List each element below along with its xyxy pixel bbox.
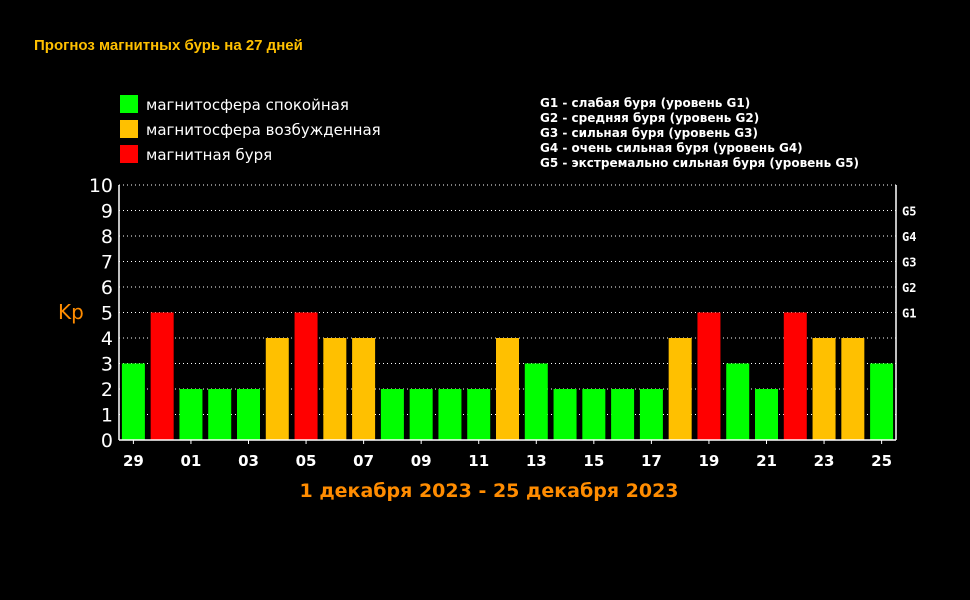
y-tick-labels: 0 1 2 3 4 5 6 7 8 9 10 [89, 175, 113, 452]
y-tick-label: 10 [89, 175, 113, 197]
bar-15 [582, 389, 606, 440]
bar-30 [150, 312, 174, 440]
x-tick-label: 03 [238, 452, 259, 470]
x-tick-label: 07 [353, 452, 374, 470]
y-tick-label: 4 [101, 328, 113, 350]
x-tick-label: 09 [411, 452, 432, 470]
bar-24 [841, 338, 865, 440]
bar-02 [208, 389, 232, 440]
bar-01 [179, 389, 203, 440]
y-tick-label: 2 [101, 379, 113, 401]
bar-11 [467, 389, 491, 440]
axes [118, 185, 897, 444]
bar-04 [265, 338, 289, 440]
bar-17 [639, 389, 663, 440]
bar-12 [496, 338, 519, 440]
legend-label-disturbed: магнитосфера возбужденная [146, 121, 381, 139]
bar-05 [294, 312, 318, 440]
x-tick-label: 11 [468, 452, 489, 470]
x-tick-label: 21 [756, 452, 777, 470]
storm-level-legend: G1 - слабая буря (уровень G1)G2 - средня… [540, 96, 859, 170]
legend-label-storm: магнитная буря [146, 146, 272, 164]
storm-level-5: G5 - экстремально сильная буря (уровень … [540, 156, 859, 170]
legend-label-quiet: магнитосфера спокойная [146, 96, 349, 114]
storm-level-4: G4 - очень сильная буря (уровень G4) [540, 141, 803, 155]
legend-swatch-storm [120, 145, 138, 163]
bar-19 [697, 312, 721, 440]
x-tick-label: 15 [583, 452, 604, 470]
y-tick-label: 3 [101, 354, 113, 376]
page-title: Прогноз магнитных бурь на 27 дней [34, 37, 303, 54]
g-tick-labels: G1 G2 G3 G4 G5 [902, 205, 916, 321]
x-tick-label: 29 [123, 452, 144, 470]
y-axis-label: Kp [58, 300, 84, 324]
y-tick-label: 7 [101, 252, 113, 274]
bar-03 [237, 389, 260, 440]
bar-29 [121, 363, 145, 440]
legend-swatch-quiet [120, 95, 138, 113]
y-tick-label: 6 [101, 277, 113, 299]
x-tick-label: 13 [526, 452, 547, 470]
x-tick-label: 05 [296, 452, 317, 470]
storm-level-1: G1 - слабая буря (уровень G1) [540, 96, 750, 110]
x-tick-labels: 29 01 03 05 07 09 11 13 15 17 19 21 23 25 [123, 452, 892, 470]
bar-07 [352, 338, 376, 440]
bars [121, 312, 894, 440]
legend: магнитосфера спокойная магнитосфера возбу… [120, 95, 381, 164]
x-tick-label: 17 [641, 452, 662, 470]
bar-21 [755, 389, 778, 440]
g-tick-label: G5 [902, 205, 916, 219]
storm-level-3: G3 - сильная буря (уровень G3) [540, 126, 758, 140]
y-tick-label: 1 [101, 405, 113, 427]
storm-level-2: G2 - средняя буря (уровень G2) [540, 111, 759, 125]
bar-20 [726, 363, 750, 440]
bar-06 [323, 338, 347, 440]
bar-13 [524, 363, 548, 440]
g-tick-label: G4 [902, 230, 916, 244]
bar-10 [438, 389, 462, 440]
bar-23 [812, 338, 836, 440]
g-tick-label: G1 [902, 307, 916, 321]
g-tick-label: G3 [902, 256, 916, 270]
x-tick-label: 25 [871, 452, 892, 470]
bar-16 [611, 389, 635, 440]
legend-swatch-disturbed [120, 120, 138, 138]
bar-18 [668, 338, 692, 440]
x-axis-label: 1 декабря 2023 - 25 декабря 2023 [299, 480, 678, 502]
y-tick-label: 0 [101, 430, 113, 452]
x-tick-label: 01 [181, 452, 202, 470]
y-tick-label: 9 [101, 201, 113, 223]
x-tick-label: 23 [814, 452, 835, 470]
bar-14 [553, 389, 577, 440]
bar-25 [870, 363, 894, 440]
y-tick-label: 5 [101, 303, 113, 325]
y-tick-label: 8 [101, 226, 113, 248]
x-tick-label: 19 [699, 452, 720, 470]
bar-09 [409, 389, 433, 440]
bar-22 [783, 312, 807, 440]
bar-08 [380, 389, 404, 440]
g-tick-label: G2 [902, 281, 916, 295]
